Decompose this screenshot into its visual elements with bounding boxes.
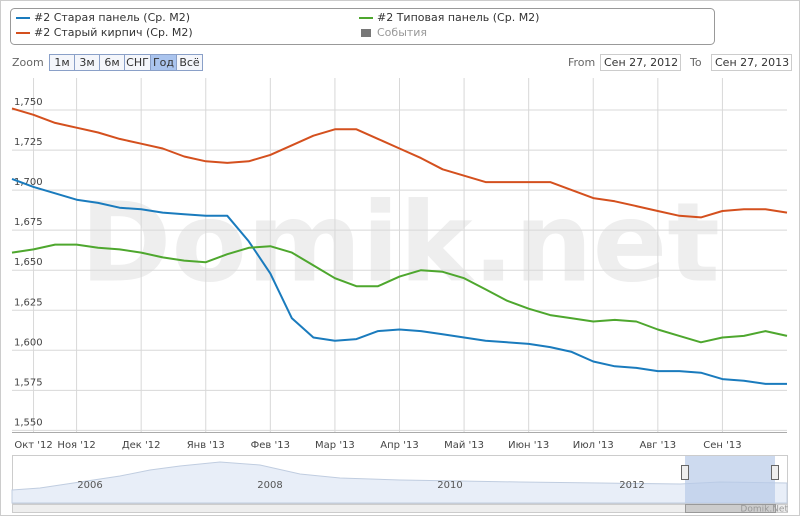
x-tick-label: Ноя '12: [57, 440, 95, 451]
x-tick-label: Дек '12: [122, 440, 161, 451]
navigator-handle[interactable]: [771, 465, 779, 480]
zoom-button-label: Всё: [179, 56, 200, 69]
zoom-label: Zoom: [12, 56, 44, 69]
scrollbar[interactable]: [12, 504, 788, 513]
x-tick-label: Янв '13: [187, 440, 225, 451]
zoom-button[interactable]: 3м: [74, 54, 100, 71]
from-value[interactable]: Сен 27, 2012: [604, 56, 678, 69]
legend-box: [10, 8, 715, 45]
x-tick-label: Июн '13: [508, 440, 549, 451]
x-tick-label: Апр '13: [380, 440, 418, 451]
x-tick-label: Мар '13: [315, 440, 355, 451]
y-tick-label: 1,600: [14, 337, 43, 348]
events-symbol: [361, 29, 371, 37]
zoom-button[interactable]: Год: [150, 54, 177, 71]
y-tick-label: 1,700: [14, 177, 43, 188]
x-tick-label: Авг '13: [640, 440, 677, 451]
to-label: To: [689, 56, 702, 69]
to-input[interactable]: [711, 54, 792, 71]
navigator-handle[interactable]: [681, 465, 689, 480]
zoom-button-label: 6м: [104, 56, 119, 69]
zoom-button[interactable]: 1м: [49, 54, 75, 71]
x-tick-label: Окт '12: [14, 440, 52, 451]
zoom-button-label: СНГ: [126, 56, 149, 69]
legend-item[interactable]: #2 Типовая панель (Ср. М2): [377, 11, 539, 24]
navigator-selection[interactable]: [685, 456, 775, 503]
zoom-button-label: 3м: [79, 56, 94, 69]
zoom-button-label: Год: [153, 56, 174, 69]
x-tick-label: Фев '13: [251, 440, 290, 451]
from-input[interactable]: [600, 54, 681, 71]
from-label: From: [568, 56, 595, 69]
x-tick-label: Сен '13: [703, 440, 741, 451]
legend-item[interactable]: #2 Старый кирпич (Ср. М2): [34, 26, 193, 39]
legend-events[interactable]: События: [377, 26, 427, 39]
zoom-button[interactable]: Всё: [176, 54, 203, 71]
x-tick-label: Июл '13: [573, 440, 614, 451]
y-tick-label: 1,650: [14, 257, 43, 268]
legend-item[interactable]: #2 Старая панель (Ср. М2): [34, 11, 190, 24]
navigator-label: 2006: [77, 480, 102, 491]
navigator-series: [11, 461, 788, 504]
navigator-label: 2008: [257, 480, 282, 491]
zoom-button-label: 1м: [54, 56, 69, 69]
navigator-label: 2012: [619, 480, 644, 491]
y-tick-label: 1,725: [14, 137, 43, 148]
series-line: [11, 107, 788, 219]
series-line: [11, 243, 788, 344]
y-tick-label: 1,675: [14, 217, 43, 228]
x-tick-label: Май '13: [444, 440, 484, 451]
to-value[interactable]: Сен 27, 2013: [715, 56, 789, 69]
y-tick-label: 1,550: [14, 417, 43, 428]
series-line: [11, 177, 787, 385]
y-tick-label: 1,625: [14, 297, 43, 308]
zoom-button[interactable]: 6м: [99, 54, 125, 71]
navigator-label: 2010: [437, 480, 462, 491]
zoom-button-bg: [176, 54, 203, 71]
credits: Domik.Net: [740, 505, 788, 515]
y-tick-label: 1,750: [14, 97, 43, 108]
zoom-button[interactable]: СНГ: [124, 54, 151, 71]
y-tick-label: 1,575: [14, 377, 43, 388]
scrollbar-thumb[interactable]: [685, 504, 776, 513]
